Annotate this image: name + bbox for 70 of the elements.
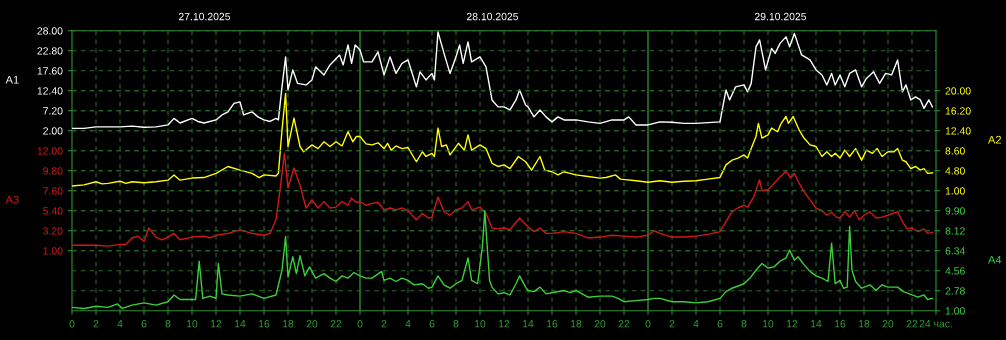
y2-tick-label: 8.12 <box>945 227 965 235</box>
x-tick-label: 12 <box>211 320 222 328</box>
x-tick-label: 2 <box>669 320 675 328</box>
x-tick-label: 0 <box>69 320 75 328</box>
x-tick-label: 4 <box>117 320 123 328</box>
x-tick-label: 2 <box>93 320 99 328</box>
y2-tick-label: 16.20 <box>945 107 971 115</box>
x-tick-label: 10 <box>763 320 774 328</box>
x-tick-label: 18 <box>859 320 870 328</box>
line-series <box>72 152 934 247</box>
y-axis-title: A3 <box>5 195 19 204</box>
y-tick-label: 12.40 <box>37 87 63 95</box>
y-tick-label: 2.00 <box>43 127 63 135</box>
y2-tick-label: 8.60 <box>945 147 965 155</box>
x-tick-label: 4 <box>693 320 699 328</box>
x-tick-label: 14 <box>523 320 534 328</box>
x-tick-label: 10 <box>475 320 486 328</box>
y2-axis-title: A4 <box>987 255 1002 264</box>
y-tick-label: 1.00 <box>43 247 63 255</box>
x-tick-label: 20 <box>306 320 318 328</box>
x-tick-label: 12 <box>787 320 798 328</box>
x-tick-label: 22 <box>906 320 918 328</box>
x-tick-label: 16 <box>835 320 846 328</box>
y2-tick-label: 6.34 <box>945 247 965 255</box>
x-tick-label: 4 <box>405 320 411 328</box>
x-tick-label: 20 <box>594 320 606 328</box>
y-tick-label: 3.20 <box>43 227 63 235</box>
text: 27.10.2025 <box>178 12 231 21</box>
y2-tick-label: 12.40 <box>945 127 971 135</box>
y-tick-label: 22.80 <box>37 47 63 55</box>
x-tick-label: 24 час. <box>919 320 952 328</box>
y-tick-label: 7.60 <box>43 187 63 195</box>
y-tick-label: 17.60 <box>37 67 63 75</box>
y2-tick-label: 4.56 <box>945 267 965 275</box>
text: 28.10.2025 <box>466 12 519 21</box>
x-tick-label: 14 <box>811 320 822 328</box>
x-tick-label: 16 <box>259 320 270 328</box>
x-tick-label: 0 <box>357 320 363 328</box>
x-tick-label: 18 <box>283 320 294 328</box>
y-tick-label: 5.40 <box>43 207 63 215</box>
y2-tick-label: 2.78 <box>945 287 965 295</box>
x-tick-label: 6 <box>717 320 723 328</box>
x-tick-label: 22 <box>618 320 630 328</box>
x-tick-label: 8 <box>165 320 171 328</box>
x-tick-label: 12 <box>499 320 510 328</box>
x-tick-label: 16 <box>547 320 558 328</box>
x-tick-label: 8 <box>453 320 459 328</box>
y-tick-label: 28.00 <box>37 27 63 35</box>
text: 29.10.2025 <box>754 12 807 21</box>
y2-tick-label: 4.80 <box>945 167 965 175</box>
y2-axis-title: A2 <box>987 135 1001 144</box>
y2-tick-label: 1.00 <box>945 307 965 315</box>
x-tick-label: 22 <box>330 320 342 328</box>
y2-tick-label: 1.00 <box>945 187 965 195</box>
x-tick-label: 10 <box>187 320 198 328</box>
x-tick-label: 14 <box>235 320 246 328</box>
x-tick-label: 6 <box>429 320 435 328</box>
y-tick-label: 9.80 <box>43 167 63 175</box>
line-series <box>72 92 934 187</box>
y-tick-label: 12.00 <box>37 147 63 155</box>
x-tick-label: 20 <box>882 320 894 328</box>
y-tick-label: 7.20 <box>43 107 63 115</box>
x-tick-label: 18 <box>571 320 582 328</box>
x-tick-label: 6 <box>141 320 147 328</box>
x-tick-label: 8 <box>741 320 747 328</box>
x-tick-label: 2 <box>381 320 387 328</box>
y2-tick-label: 9.90 <box>945 207 965 215</box>
x-tick-label: 0 <box>645 320 651 328</box>
y2-tick-label: 20.00 <box>945 87 971 95</box>
y-axis-title: A1 <box>5 75 19 84</box>
